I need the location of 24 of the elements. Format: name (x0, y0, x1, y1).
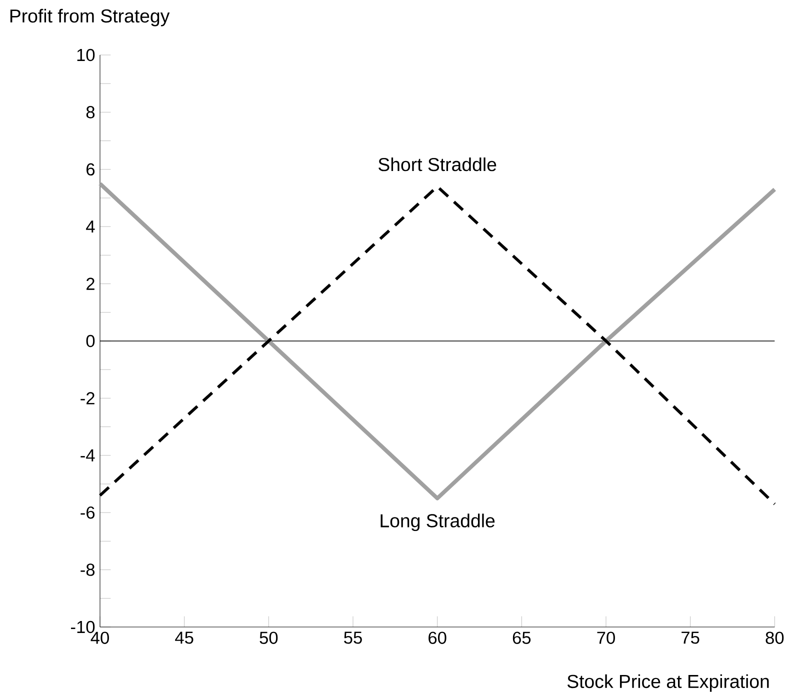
x-tick-label: 65 (512, 632, 531, 644)
y-tick-label: -4 (80, 449, 95, 462)
x-tick-label: 55 (344, 632, 362, 644)
y-tick-label: -2 (80, 392, 94, 404)
y-tick-label: 0 (86, 334, 95, 348)
x-tick-label: 60 (428, 632, 446, 644)
x-tick-label: 80 (766, 632, 784, 644)
x-tick-label: 70 (597, 632, 615, 644)
x-axis-title: Stock Price at Expiration (567, 674, 769, 692)
y-tick-label: -8 (80, 564, 95, 576)
y-tick-label: 10 (77, 48, 95, 62)
y-tick-label: 4 (86, 220, 95, 233)
y-tick-label: -6 (80, 506, 95, 519)
y-axis-title: Profit from Strategy (10, 8, 170, 26)
y-tick-label: 6 (86, 163, 95, 176)
y-tick-label: 8 (86, 106, 95, 118)
y-tick-label: 2 (86, 278, 94, 290)
x-tick-label: 40 (90, 632, 109, 644)
x-tick-label: 45 (175, 632, 194, 644)
x-tick-label: 75 (682, 632, 700, 644)
series-label: Long Straddle (380, 514, 495, 532)
x-tick-label: 50 (260, 632, 278, 644)
y-tick-label: -10 (71, 620, 95, 634)
series-label: Short Straddle (378, 157, 496, 172)
